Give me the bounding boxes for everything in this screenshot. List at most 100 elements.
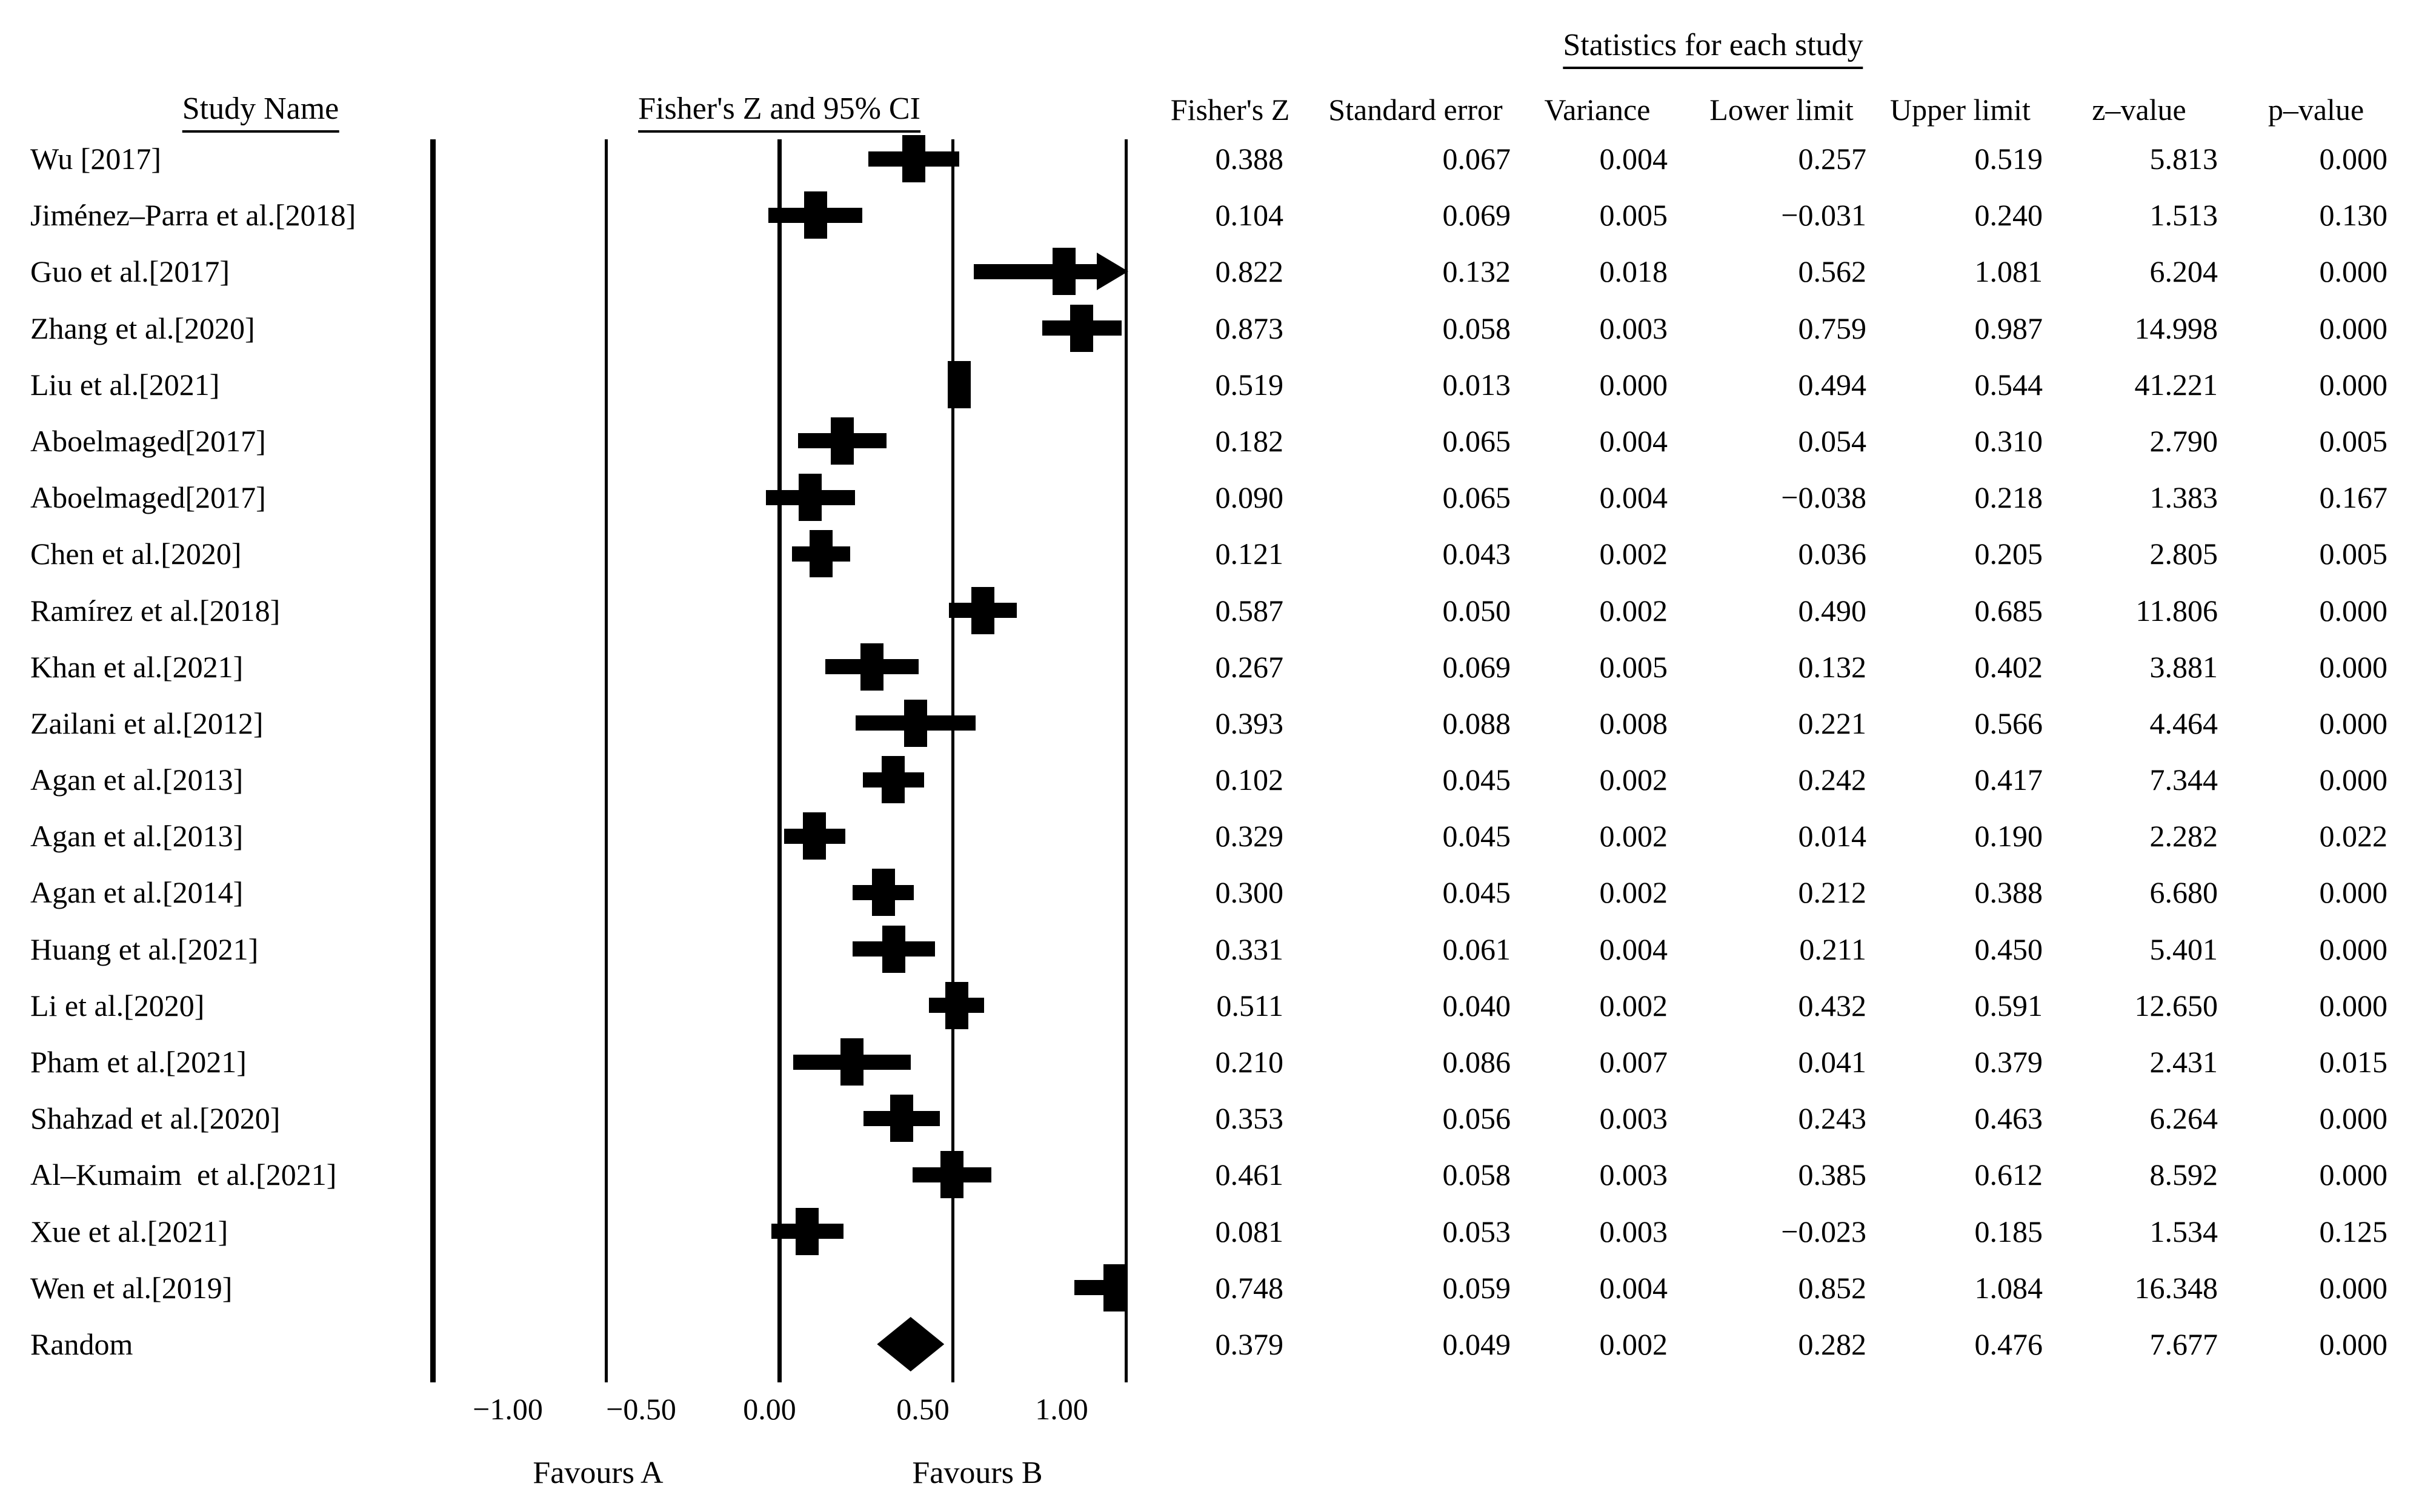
study-name-label: Zhang et al.[2020] xyxy=(30,311,255,345)
study-name-label: Aboelmaged[2017] xyxy=(30,423,266,458)
study-name-label: Khan et al.[2021] xyxy=(30,649,244,684)
stats-column-header: Lower limit xyxy=(1709,93,1854,127)
stat-value-cell: 1.513 xyxy=(2149,198,2218,233)
stat-value-cell: 0.267 xyxy=(1215,649,1284,684)
x-axis-tick-label: 0.00 xyxy=(743,1392,796,1426)
stat-value-cell: 0.461 xyxy=(1215,1158,1284,1192)
stat-value-cell: 0.088 xyxy=(1442,706,1511,740)
stat-value-cell: 0.065 xyxy=(1442,423,1511,458)
stat-value-cell: 0.748 xyxy=(1215,1270,1284,1305)
stat-value-cell: 0.069 xyxy=(1442,649,1511,684)
stat-value-cell: 0.000 xyxy=(2319,875,2388,910)
stat-value-cell: 0.566 xyxy=(1974,706,2043,740)
stat-value-cell: 0.000 xyxy=(2319,706,2388,740)
stat-value-cell: 0.000 xyxy=(2319,1327,2388,1361)
ci-plot-column-header: Fisher's Z and 95% CI xyxy=(638,91,920,133)
stat-value-cell: 0.045 xyxy=(1442,875,1511,910)
stat-value-cell: 0.205 xyxy=(1974,537,2043,571)
stat-value-cell: 0.004 xyxy=(1599,423,1668,458)
stat-value-cell: −0.038 xyxy=(1781,480,1866,515)
stat-value-cell: 0.379 xyxy=(1974,1045,2043,1079)
stat-value-cell: 0.393 xyxy=(1215,706,1284,740)
stats-column-header: Variance xyxy=(1544,93,1651,127)
study-name-label: Xue et al.[2021] xyxy=(30,1214,228,1248)
x-axis-tick-label: −1.00 xyxy=(473,1392,543,1426)
stat-value-cell: 0.000 xyxy=(2319,593,2388,628)
stat-value-cell: 5.813 xyxy=(2149,142,2218,176)
stat-value-cell: 0.000 xyxy=(2319,311,2388,345)
stat-value-cell: 0.090 xyxy=(1215,480,1284,515)
stat-value-cell: 0.379 xyxy=(1215,1327,1284,1361)
stat-value-cell: 0.243 xyxy=(1798,1101,1867,1136)
stat-value-cell: 0.000 xyxy=(2319,367,2388,402)
effect-point-marker xyxy=(882,756,905,804)
stat-value-cell: 6.680 xyxy=(2149,875,2218,910)
stat-value-cell: 0.221 xyxy=(1798,706,1867,740)
effect-point-marker xyxy=(904,699,928,747)
stat-value-cell: 0.450 xyxy=(1974,932,2043,966)
stat-value-cell: 0.132 xyxy=(1442,254,1511,289)
stat-value-cell: 0.014 xyxy=(1798,819,1867,854)
stat-value-cell: 2.431 xyxy=(2149,1045,2218,1079)
effect-point-marker xyxy=(796,1207,819,1255)
stat-value-cell: 0.190 xyxy=(1974,819,2043,854)
stat-value-cell: 0.463 xyxy=(1974,1101,2043,1136)
stat-value-cell: 0.587 xyxy=(1215,593,1284,628)
stat-value-cell: 0.511 xyxy=(1216,988,1283,1023)
effect-point-marker xyxy=(831,417,854,465)
stat-value-cell: 0.050 xyxy=(1442,593,1511,628)
stat-value-cell: 0.000 xyxy=(2319,932,2388,966)
study-name-label: Guo et al.[2017] xyxy=(30,254,230,289)
study-name-label: Pham et al.[2021] xyxy=(30,1045,247,1079)
stat-value-cell: 0.003 xyxy=(1599,1101,1668,1136)
stat-value-cell: 0.385 xyxy=(1798,1158,1867,1192)
stat-value-cell: 0.104 xyxy=(1215,198,1284,233)
stat-value-cell: 16.348 xyxy=(2134,1270,2218,1305)
stat-value-cell: 0.182 xyxy=(1215,423,1284,458)
stat-value-cell: 0.004 xyxy=(1599,142,1668,176)
stat-value-cell: 0.000 xyxy=(2319,763,2388,797)
stat-value-cell: 6.204 xyxy=(2149,254,2218,289)
stat-value-cell: 0.432 xyxy=(1798,988,1867,1023)
study-name-label: Random xyxy=(30,1327,133,1361)
stat-value-cell: 2.805 xyxy=(2149,537,2218,571)
stat-value-cell: 0.000 xyxy=(2319,1158,2388,1192)
stat-value-cell: 11.806 xyxy=(2135,593,2218,628)
stat-value-cell: 0.015 xyxy=(2319,1045,2388,1079)
stat-value-cell: 0.185 xyxy=(1974,1214,2043,1248)
stat-value-cell: 0.852 xyxy=(1798,1270,1867,1305)
stat-value-cell: 0.053 xyxy=(1442,1214,1511,1248)
effect-point-marker xyxy=(871,869,895,917)
stat-value-cell: 0.822 xyxy=(1215,254,1284,289)
stat-value-cell: 0.081 xyxy=(1215,1214,1284,1248)
x-axis-tick-label: 0.50 xyxy=(896,1392,950,1426)
stat-value-cell: 0.000 xyxy=(2319,1101,2388,1136)
stat-value-cell: 0.353 xyxy=(1215,1101,1284,1136)
stat-value-cell: 0.004 xyxy=(1599,932,1668,966)
effect-point-marker xyxy=(809,530,833,578)
stat-value-cell: 0.059 xyxy=(1442,1270,1511,1305)
study-name-label: Ramírez et al.[2018] xyxy=(30,593,281,628)
stat-value-cell: 0.987 xyxy=(1974,311,2043,345)
axis-gridline-pos05 xyxy=(951,139,954,1382)
stat-value-cell: 0.759 xyxy=(1798,311,1867,345)
stat-value-cell: 6.264 xyxy=(2149,1101,2218,1136)
stat-value-cell: 0.002 xyxy=(1599,593,1668,628)
effect-point-marker xyxy=(1070,304,1094,352)
stat-value-cell: 0.211 xyxy=(1799,932,1866,966)
stat-value-cell: 0.388 xyxy=(1974,875,2043,910)
stat-value-cell: 8.592 xyxy=(2149,1158,2218,1192)
favours-a-label: Favours A xyxy=(533,1456,664,1490)
effect-point-marker xyxy=(902,135,925,182)
stat-value-cell: 12.650 xyxy=(2134,988,2218,1023)
stat-value-cell: 0.132 xyxy=(1798,649,1867,684)
effect-point-marker xyxy=(940,1151,964,1199)
effect-point-marker xyxy=(799,474,822,522)
stat-value-cell: 0.003 xyxy=(1599,311,1668,345)
study-name-label: Shahzad et al.[2020] xyxy=(30,1101,281,1136)
stat-value-cell: 0.167 xyxy=(2319,480,2388,515)
stat-value-cell: 0.002 xyxy=(1599,763,1668,797)
ci-overflow-arrow xyxy=(1097,253,1128,291)
stat-value-cell: 0.003 xyxy=(1599,1158,1668,1192)
confidence-interval-bar xyxy=(974,264,1098,279)
